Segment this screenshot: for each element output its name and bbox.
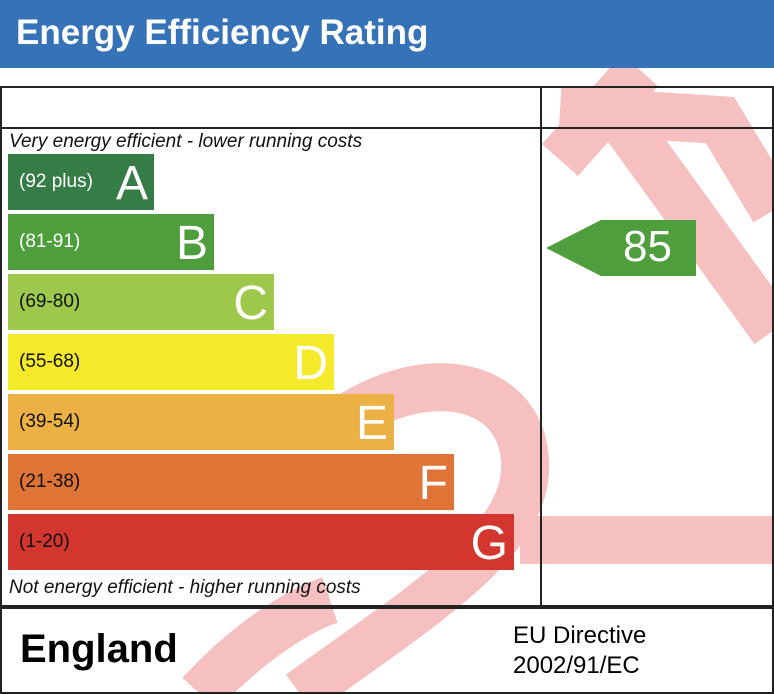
band-g: (1-20) G (8, 514, 514, 570)
band-a: (92 plus) A (8, 154, 154, 210)
band-letter: G (470, 517, 508, 570)
directive-line2: 2002/91/EC (513, 652, 640, 679)
band-range: (81-91) (19, 231, 81, 252)
country: England (20, 627, 178, 671)
directive-line1: EU Directive (513, 622, 647, 649)
band-range: (1-20) (19, 531, 70, 552)
band-letter: E (355, 397, 388, 450)
band-letter: A (115, 157, 148, 210)
band-letter: B (175, 217, 208, 270)
column-divider (540, 86, 542, 605)
band-d: (55-68) D (8, 334, 334, 390)
current-rating-value: 85 (623, 222, 672, 271)
band-range: (21-38) (19, 471, 81, 492)
top-caption: Very energy efficient - lower running co… (9, 131, 363, 152)
footer-box (0, 607, 774, 694)
band-c: (69-80) C (8, 274, 274, 330)
band-range: (69-80) (19, 291, 81, 312)
band-letter: C (233, 277, 268, 330)
bottom-caption: Not energy efficient - higher running co… (9, 577, 361, 598)
band-letter: D (293, 337, 328, 390)
header-bar: Energy Efficiency Rating (0, 0, 774, 68)
band-range: (92 plus) (19, 171, 93, 192)
header-divider (0, 127, 774, 129)
band-f: (21-38) F (8, 454, 454, 510)
band-b: (81-91) B (8, 214, 214, 270)
band-range: (55-68) (19, 351, 81, 372)
rating-box (0, 86, 774, 607)
title: Energy Efficiency Rating (16, 13, 429, 52)
band-letter: F (418, 457, 448, 510)
band-range: (39-54) (19, 411, 81, 432)
current-rating-arrow (546, 220, 696, 276)
band-e: (39-54) E (8, 394, 394, 450)
